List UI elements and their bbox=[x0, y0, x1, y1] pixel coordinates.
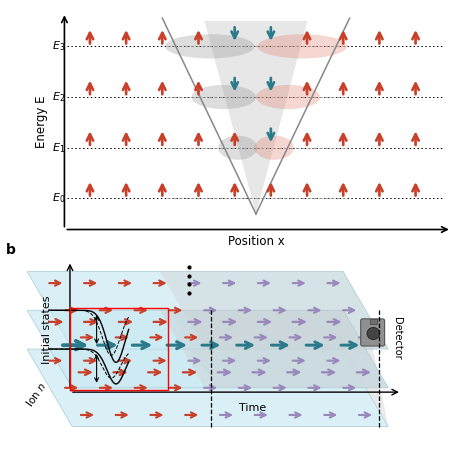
Ellipse shape bbox=[191, 85, 256, 109]
Polygon shape bbox=[27, 272, 388, 349]
FancyBboxPatch shape bbox=[361, 319, 384, 346]
Ellipse shape bbox=[165, 34, 255, 58]
Text: Initial states: Initial states bbox=[42, 295, 53, 364]
Text: $E_3$: $E_3$ bbox=[52, 39, 65, 53]
FancyBboxPatch shape bbox=[370, 319, 377, 325]
Text: Position x: Position x bbox=[228, 235, 284, 248]
Text: Detector: Detector bbox=[392, 317, 402, 359]
Bar bbox=[70, 308, 168, 390]
Polygon shape bbox=[27, 349, 388, 427]
Text: $E_0$: $E_0$ bbox=[52, 191, 65, 205]
Text: $E_1$: $E_1$ bbox=[52, 141, 65, 155]
Ellipse shape bbox=[218, 136, 257, 160]
Ellipse shape bbox=[257, 34, 347, 58]
Ellipse shape bbox=[255, 136, 294, 160]
Text: $E_2$: $E_2$ bbox=[52, 90, 65, 104]
Text: Energy E: Energy E bbox=[35, 96, 47, 148]
Polygon shape bbox=[160, 272, 388, 349]
Polygon shape bbox=[343, 346, 388, 427]
Circle shape bbox=[367, 328, 380, 339]
Polygon shape bbox=[169, 310, 388, 388]
Polygon shape bbox=[160, 310, 388, 388]
Polygon shape bbox=[27, 310, 388, 388]
Polygon shape bbox=[204, 21, 308, 214]
Ellipse shape bbox=[256, 85, 320, 109]
Text: Ion $n$: Ion $n$ bbox=[23, 380, 49, 409]
Text: Time: Time bbox=[239, 403, 266, 413]
Text: b: b bbox=[5, 244, 15, 257]
